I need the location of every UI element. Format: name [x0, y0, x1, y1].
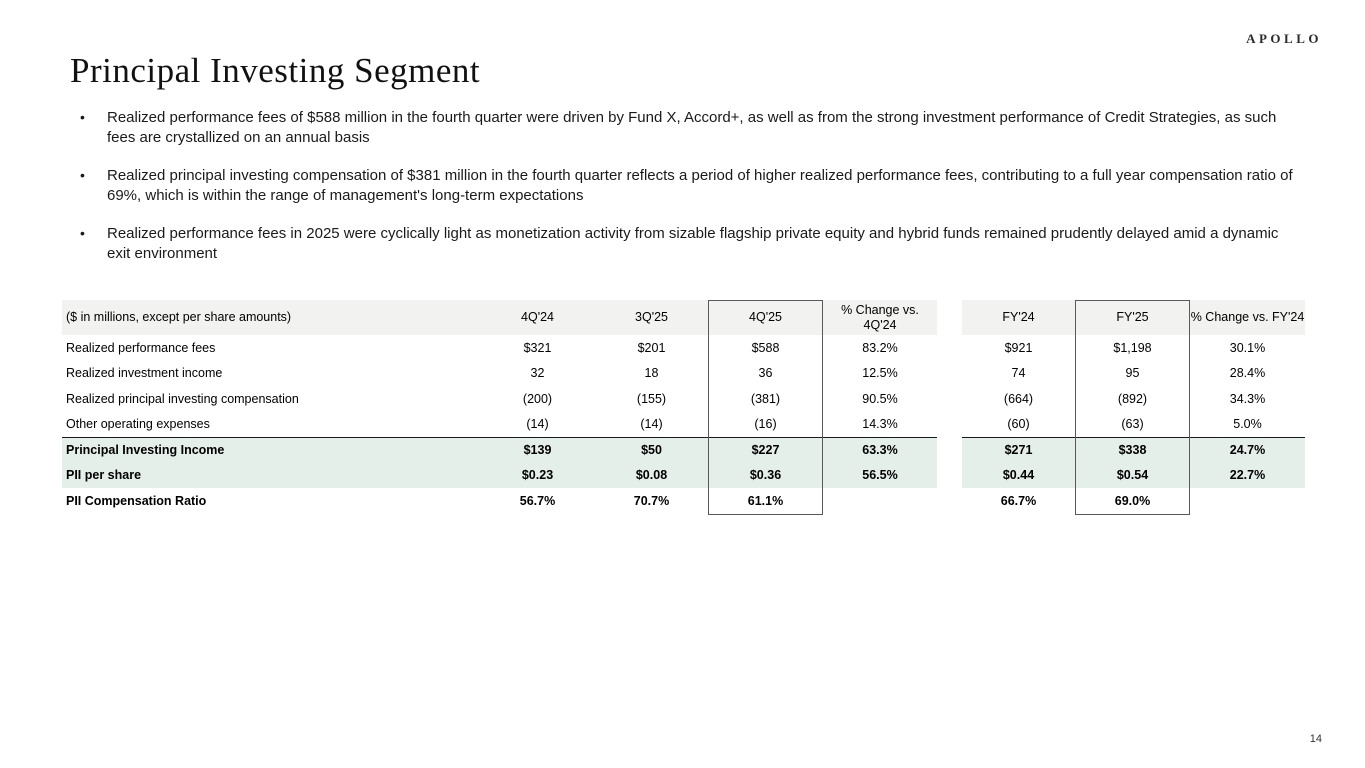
- table-cell: (16): [754, 417, 777, 431]
- table-cell: $0.23: [480, 462, 595, 488]
- table-cell: 90.5%: [862, 391, 898, 406]
- column-header: FY'25: [1075, 300, 1190, 335]
- table-cell: $0.08: [595, 462, 708, 488]
- column-header: 4Q'24: [480, 300, 595, 335]
- column-gap: [937, 488, 962, 514]
- column-gap: [937, 437, 962, 463]
- bullet-item: Realized principal investing compensatio…: [80, 166, 1295, 205]
- table-cell: 24.7%: [1190, 437, 1305, 463]
- table-cell: 18: [644, 366, 659, 380]
- table-cell: 5.0%: [1233, 417, 1262, 431]
- column-gap: [937, 411, 962, 437]
- table-cell: 74: [1011, 366, 1026, 380]
- table-cell: (63): [1121, 417, 1144, 431]
- table-cell: 12.5%: [862, 366, 898, 380]
- bullet-item: Realized performance fees in 2025 were c…: [80, 224, 1295, 263]
- table-cell: $271: [962, 437, 1075, 463]
- table-cell: (664): [1003, 391, 1034, 406]
- table-cell: 30.1%: [1229, 340, 1266, 355]
- table-cell: $1,198: [1113, 340, 1152, 355]
- table-note: ($ in millions, except per share amounts…: [62, 300, 480, 335]
- table-cell: $921: [1004, 340, 1033, 355]
- table-cell: (14): [640, 417, 663, 431]
- table-cell: 28.4%: [1229, 366, 1266, 380]
- column-gap: [937, 386, 962, 412]
- row-label: Realized investment income: [66, 366, 223, 380]
- column-gap: [937, 335, 962, 361]
- row-label: Other operating expenses: [66, 417, 210, 431]
- row-label: PII Compensation Ratio: [66, 493, 207, 508]
- column-header: 4Q'25: [708, 300, 823, 335]
- table-cell: 22.7%: [1190, 462, 1305, 488]
- table-cell: $0.36: [708, 462, 823, 488]
- table-cell: 61.1%: [747, 493, 784, 508]
- column-header: % Change vs. FY'24: [1190, 300, 1305, 335]
- table-cell: 70.7%: [633, 493, 670, 508]
- table-cell: $227: [708, 437, 823, 463]
- apollo-logo: APOLLO: [1246, 31, 1322, 46]
- table-cell: $0.44: [962, 462, 1075, 488]
- bullet-list: Realized performance fees of $588 millio…: [80, 108, 1295, 282]
- table-cell: (155): [636, 391, 667, 406]
- table-cell: $0.54: [1075, 462, 1190, 488]
- table-cell: 34.3%: [1229, 391, 1266, 406]
- table-cell: $338: [1075, 437, 1190, 463]
- column-gap: [937, 462, 962, 488]
- table-cell: 95: [1125, 366, 1140, 380]
- table-cell: 56.7%: [519, 493, 556, 508]
- table-cell: 32: [530, 366, 545, 380]
- row-label: Realized performance fees: [66, 340, 216, 355]
- table-cell: (200): [522, 391, 553, 406]
- table-cell: $321: [523, 340, 552, 355]
- row-label: Realized principal investing compensatio…: [66, 391, 299, 406]
- table-cell: 36: [758, 366, 773, 380]
- table-cell: (381): [750, 391, 781, 406]
- table-cell: $588: [751, 340, 780, 355]
- column-gap: [937, 300, 962, 335]
- table-cell: (60): [1007, 417, 1030, 431]
- table-cell: $139: [480, 437, 595, 463]
- table-cell: $201: [637, 340, 666, 355]
- page-title: Principal Investing Segment: [70, 51, 481, 90]
- table-cell: $50: [595, 437, 708, 463]
- table-cell: 83.2%: [862, 340, 898, 355]
- table-cell: 14.3%: [862, 417, 898, 431]
- table-cell: 56.5%: [823, 462, 937, 488]
- table-cell: (14): [526, 417, 549, 431]
- page-number: 14: [1309, 733, 1322, 745]
- bullet-item: Realized performance fees of $588 millio…: [80, 108, 1295, 147]
- column-gap: [937, 360, 962, 386]
- table-cell: [823, 488, 937, 514]
- row-label: Principal Investing Income: [62, 437, 480, 463]
- financial-table: ($ in millions, except per share amounts…: [62, 300, 1305, 515]
- table-cell: (892): [1117, 391, 1148, 406]
- table-cell: 66.7%: [1000, 493, 1037, 508]
- table-cell: 63.3%: [823, 437, 937, 463]
- column-header: % Change vs. 4Q'24: [823, 300, 937, 335]
- column-header: 3Q'25: [595, 300, 708, 335]
- table-cell: [1190, 488, 1305, 514]
- table-cell: 69.0%: [1114, 493, 1151, 508]
- column-header: FY'24: [962, 300, 1075, 335]
- row-label: PII per share: [62, 462, 480, 488]
